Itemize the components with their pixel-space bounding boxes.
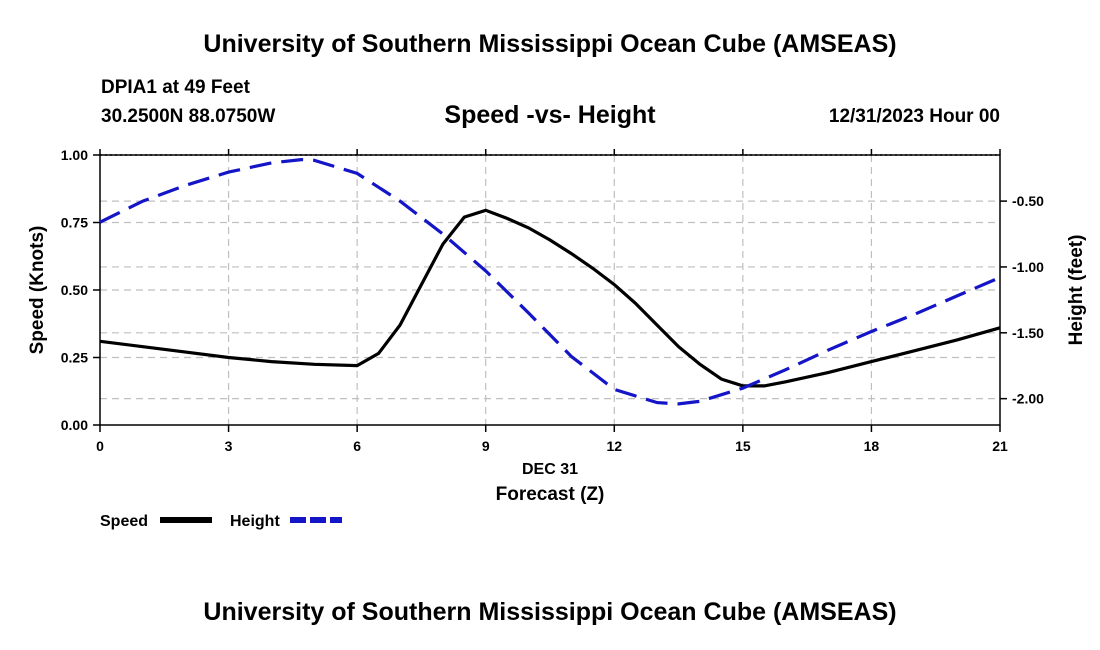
y-left-tick-label: 0.00 [61, 417, 88, 433]
x-tick-label: 18 [864, 438, 880, 454]
height-series-line [99, 157, 1001, 406]
station-label: DPIA1 at 49 Feet [101, 77, 250, 98]
legend-speed-label: Speed [100, 513, 148, 530]
speed-series-line [99, 208, 1001, 388]
tick-labels: 0 3 6 9 12 15 18 21 0.00 0.25 0.50 0.75 1.00 -2.00 -1.… [61, 147, 1044, 454]
x-tick-label: 12 [606, 438, 622, 454]
legend-height-label: Height [230, 513, 280, 530]
axis-ticks [93, 149, 1007, 432]
x-tick-label: 9 [482, 438, 490, 454]
y-left-tick-label: 0.50 [61, 282, 88, 298]
y-axis-right-label: Height (feet) [1066, 235, 1087, 346]
chart-title: Speed -vs- Height [444, 101, 656, 129]
x-tick-label: 21 [992, 438, 1008, 454]
y-right-tick-label: -2.00 [1012, 391, 1044, 407]
datetime-label: 12/31/2023 Hour 00 [828, 106, 1000, 127]
x-tick-label: 3 [225, 438, 233, 454]
y-left-tick-label: 0.75 [61, 215, 88, 231]
y-left-tick-label: 0.25 [61, 350, 88, 366]
x-tick-label: 15 [735, 438, 751, 454]
coordinates-label: 30.2500N 88.0750W [101, 106, 276, 127]
y-right-tick-label: -1.00 [1012, 259, 1044, 275]
footer-title: University of Southern Mississippi Ocean… [203, 598, 897, 626]
y-right-tick-label: -1.50 [1012, 325, 1044, 341]
x-axis-date-label: DEC 31 [522, 461, 578, 478]
x-axis-label: Forecast (Z) [496, 484, 605, 505]
x-tick-label: 0 [96, 438, 104, 454]
page-title: University of Southern Mississippi Ocean… [203, 30, 897, 58]
y-left-tick-label: 1.00 [61, 147, 88, 163]
y-right-tick-label: -0.50 [1012, 193, 1044, 209]
x-tick-label: 6 [353, 438, 361, 454]
y-axis-left-label: Speed (Knots) [27, 226, 48, 355]
grid-lines [100, 154, 1000, 425]
